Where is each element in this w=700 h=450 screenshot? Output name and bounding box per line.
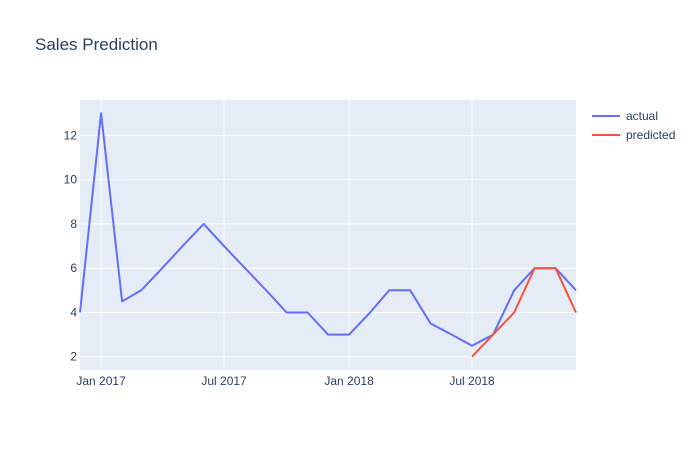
x-tick-label: Jul 2017 — [201, 374, 247, 388]
y-tick-label: 8 — [70, 217, 77, 231]
y-tick-label: 2 — [70, 350, 77, 364]
y-tick-label: 10 — [64, 173, 78, 187]
plot-area — [80, 100, 576, 370]
chart-title: Sales Prediction — [35, 35, 158, 54]
legend: actual predicted — [592, 109, 675, 142]
y-tick-label: 12 — [64, 128, 78, 142]
x-tick-label: Jan 2017 — [76, 374, 126, 388]
legend-label-actual[interactable]: actual — [626, 109, 658, 123]
y-axis-ticks: 2 4 6 8 10 12 — [64, 128, 78, 363]
x-axis-ticks: Jan 2017 Jul 2017 Jan 2018 Jul 2018 — [76, 374, 495, 388]
x-tick-label: Jan 2018 — [324, 374, 374, 388]
y-tick-label: 6 — [70, 261, 77, 275]
series-lines — [79, 112, 577, 358]
y-tick-label: 4 — [70, 305, 77, 319]
series-line-predicted — [471, 267, 577, 358]
x-tick-label: Jul 2018 — [449, 374, 495, 388]
legend-label-predicted[interactable]: predicted — [626, 128, 675, 142]
